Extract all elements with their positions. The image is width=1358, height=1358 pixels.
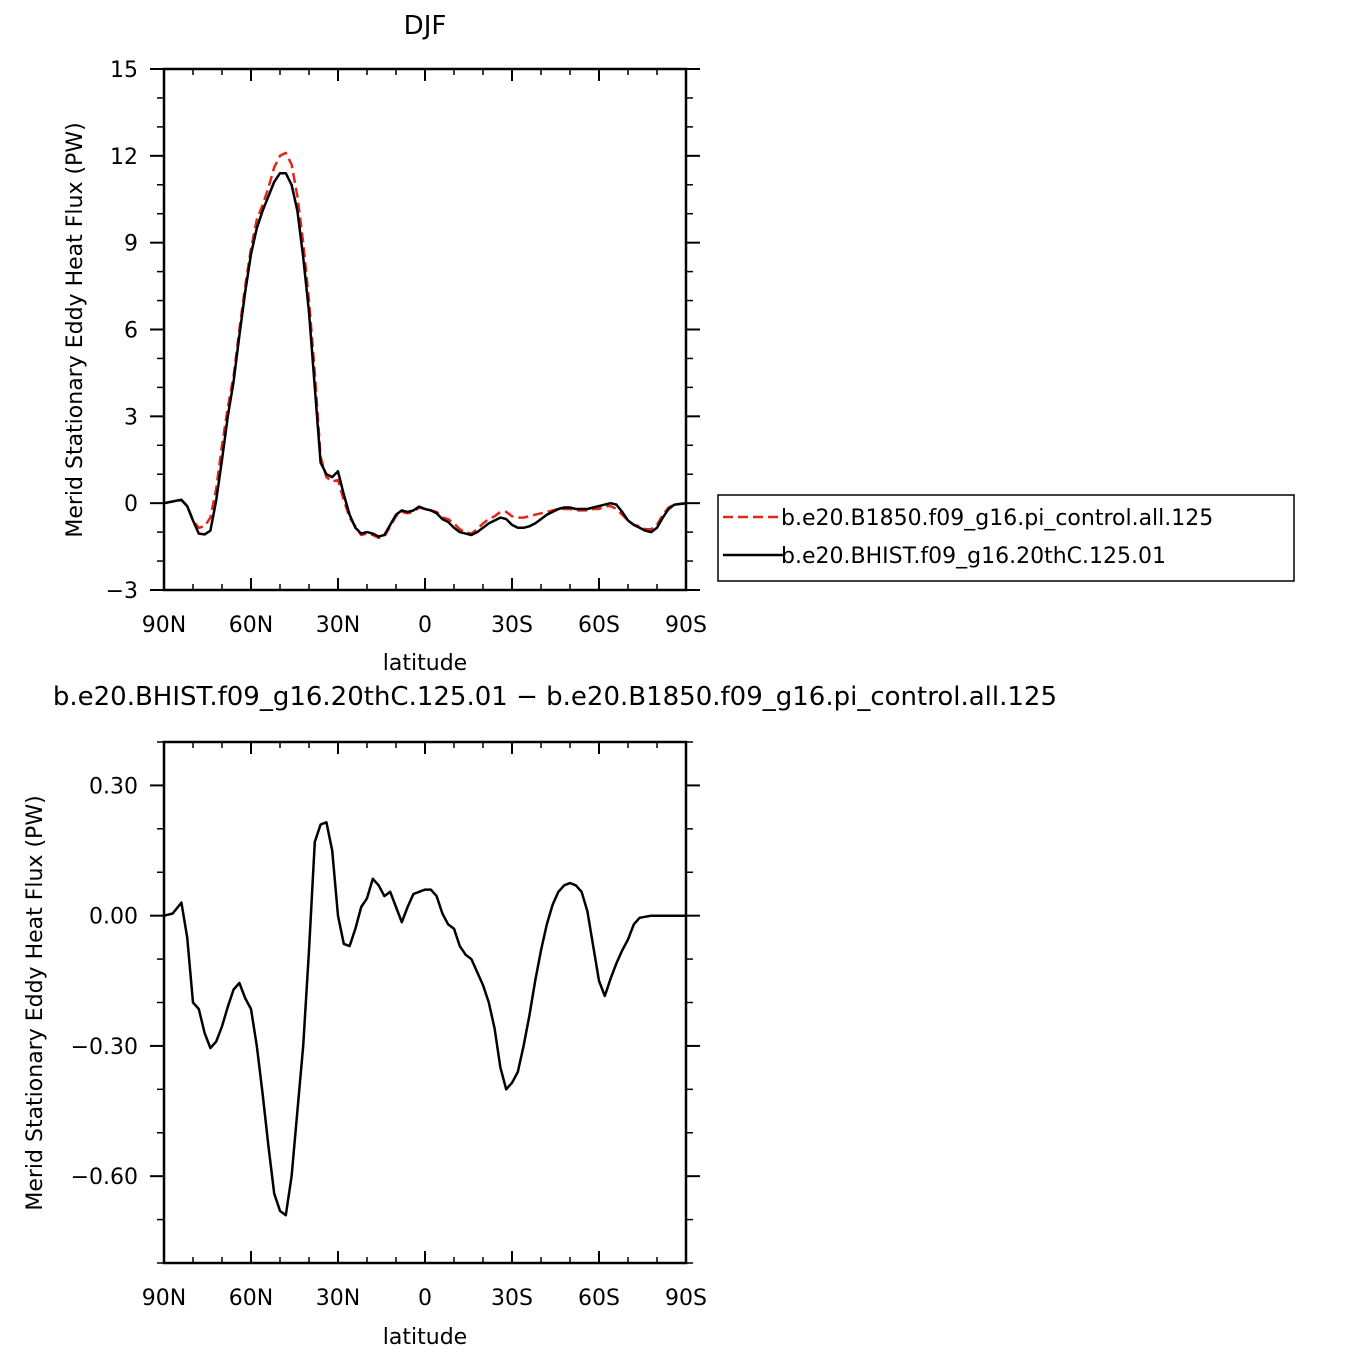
top-y-tick-label: 12 bbox=[110, 145, 138, 170]
bottom-x-tick-label: 90N bbox=[142, 1286, 186, 1311]
bottom-x-axis-label: latitude bbox=[383, 1325, 467, 1350]
legend-label-pi-control: b.e20.B1850.f09_g16.pi_control.all.125 bbox=[781, 506, 1213, 531]
bottom-y-axis-label: Merid Stationary Eddy Heat Flux (PW) bbox=[23, 795, 48, 1210]
bottom-y-tick-label: −0.30 bbox=[71, 1035, 138, 1060]
bottom-x-tick-label: 30N bbox=[316, 1286, 360, 1311]
bottom-series-line-0 bbox=[163, 821, 686, 1217]
top-x-axis-label: latitude bbox=[383, 651, 467, 676]
top-y-tick-label: 6 bbox=[124, 319, 138, 344]
top-chart-tick-labels: 90N 60N 30N 0 30S 60S 90S −3 0 3 6 9 12 15 bbox=[106, 58, 707, 638]
top-y-tick-label: 9 bbox=[124, 232, 138, 257]
bottom-chart: b.e20.BHIST.f09_g16.20thC.125.01 − b.e20… bbox=[23, 682, 1057, 1350]
bottom-plot-frame bbox=[162, 740, 688, 1265]
bottom-chart-tick-labels: 90N 60N 30N 0 30S 60S 90S −0.60 −0.30 0.00 0.30 bbox=[71, 774, 707, 1311]
top-plot-frame bbox=[162, 67, 688, 592]
bottom-x-tick-label: 90S bbox=[665, 1286, 707, 1311]
top-chart-lines bbox=[163, 151, 687, 540]
top-chart: DJF 90N 60N 30N 0 30S 60S 90S −3 0 3 6 9 12 15 latitu… bbox=[63, 11, 707, 676]
bottom-chart-ticks bbox=[150, 741, 700, 1264]
bottom-x-tick-label: 30S bbox=[491, 1286, 533, 1311]
top-x-tick-label: 60S bbox=[578, 613, 620, 638]
top-x-tick-label: 90S bbox=[665, 613, 707, 638]
top-series-line-1 bbox=[163, 171, 687, 538]
top-y-tick-label: −3 bbox=[106, 579, 138, 604]
bottom-y-tick-label: 0.30 bbox=[89, 774, 138, 799]
top-y-tick-label: 0 bbox=[124, 492, 138, 517]
bottom-x-tick-label: 60N bbox=[229, 1286, 273, 1311]
top-x-tick-label: 60N bbox=[229, 613, 273, 638]
bottom-chart-title: b.e20.BHIST.f09_g16.20thC.125.01 − b.e20… bbox=[53, 682, 1057, 712]
legend-box bbox=[717, 494, 1295, 582]
top-y-tick-label: 15 bbox=[110, 58, 138, 83]
top-chart-title: DJF bbox=[404, 11, 447, 41]
top-y-axis-label: Merid Stationary Eddy Heat Flux (PW) bbox=[63, 122, 88, 537]
top-y-tick-label: 3 bbox=[124, 405, 138, 430]
top-series-line-0 bbox=[163, 151, 687, 540]
top-x-tick-label: 0 bbox=[418, 613, 432, 638]
bottom-y-tick-label: 0.00 bbox=[89, 905, 138, 930]
legend-label-bhist: b.e20.BHIST.f09_g16.20thC.125.01 bbox=[781, 544, 1166, 569]
bottom-y-tick-label: −0.60 bbox=[71, 1165, 138, 1190]
top-chart-ticks bbox=[150, 68, 700, 591]
legend: b.e20.B1850.f09_g16.pi_control.all.125 b… bbox=[717, 494, 1295, 582]
bottom-chart-lines bbox=[163, 821, 686, 1217]
top-x-tick-label: 30N bbox=[316, 613, 360, 638]
top-x-tick-label: 90N bbox=[142, 613, 186, 638]
bottom-x-tick-label: 0 bbox=[418, 1286, 432, 1311]
top-x-tick-label: 30S bbox=[491, 613, 533, 638]
bottom-x-tick-label: 60S bbox=[578, 1286, 620, 1311]
